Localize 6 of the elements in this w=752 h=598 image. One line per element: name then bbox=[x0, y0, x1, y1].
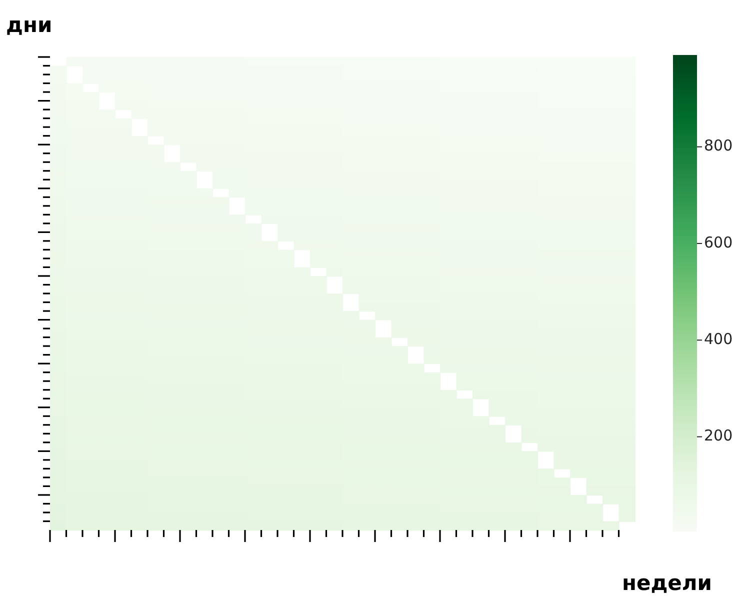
x-axis-title: недели bbox=[622, 571, 712, 595]
y-axis-title: дни bbox=[6, 13, 52, 37]
color-bar-label: 800 bbox=[704, 136, 733, 155]
color-bar-label: 600 bbox=[704, 233, 733, 252]
color-bar-label: 200 bbox=[704, 426, 733, 445]
color-bar-label: 400 bbox=[704, 330, 733, 348]
